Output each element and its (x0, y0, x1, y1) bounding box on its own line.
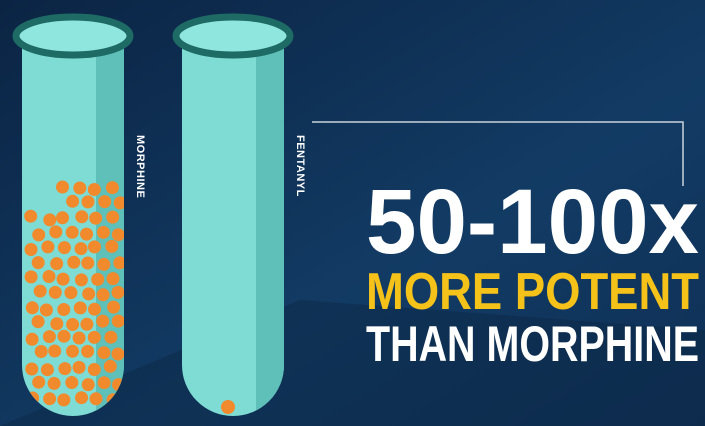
headline-line: THAN MORPHINE (366, 316, 699, 372)
pill (72, 360, 86, 374)
headline-line: MORE POTENT (366, 263, 699, 321)
pill (81, 378, 95, 392)
pill (75, 391, 88, 405)
pill (65, 225, 79, 239)
test-tube-left (12, 13, 134, 416)
pill (111, 285, 124, 299)
pill (42, 270, 56, 283)
pill (74, 242, 88, 256)
pill (89, 392, 103, 406)
test-tube-right (172, 13, 294, 416)
pill (40, 363, 54, 377)
pill (107, 300, 121, 314)
pill (81, 195, 95, 209)
pill (33, 284, 47, 298)
pill (73, 181, 87, 195)
pill (34, 345, 48, 358)
pill (81, 256, 95, 270)
pill (43, 213, 57, 227)
pill (47, 376, 61, 390)
pill (87, 363, 101, 376)
pill (24, 209, 38, 223)
pill (96, 314, 110, 328)
connector-line (312, 121, 684, 186)
pill (96, 225, 110, 239)
pill (31, 315, 45, 329)
pill (41, 240, 55, 254)
pill (88, 240, 101, 254)
pill (97, 257, 111, 271)
tube-shade (256, 38, 284, 416)
pill (113, 256, 124, 270)
pill (57, 241, 71, 255)
pill (32, 375, 46, 389)
tube-rim (172, 13, 294, 59)
pill (57, 329, 71, 343)
pill (31, 256, 45, 270)
pill (48, 285, 62, 299)
pill (56, 211, 69, 225)
pill (56, 272, 70, 286)
pill (50, 317, 64, 331)
pill (106, 210, 120, 224)
pill (64, 286, 78, 300)
pill (87, 183, 101, 196)
pill (111, 314, 124, 328)
pill (111, 228, 124, 242)
pill (111, 347, 124, 361)
pill (80, 317, 94, 331)
pill (32, 228, 46, 242)
pills (24, 180, 124, 407)
pill (97, 346, 111, 360)
pill (104, 330, 118, 344)
pill (24, 243, 38, 256)
pill (106, 272, 120, 286)
pill (72, 331, 86, 345)
pill (80, 227, 94, 241)
pill (48, 344, 62, 358)
tube-rim (12, 13, 134, 59)
pill (82, 287, 96, 301)
pill (42, 330, 56, 344)
pill (75, 210, 89, 224)
pill (66, 318, 80, 331)
pill (97, 376, 111, 390)
pill (105, 239, 119, 253)
pill (58, 362, 72, 376)
pill (43, 392, 57, 406)
pill (66, 344, 79, 358)
pill (113, 196, 124, 210)
pill (98, 195, 112, 209)
pill (49, 225, 63, 239)
pill (56, 180, 69, 194)
pill (81, 344, 95, 358)
pill (103, 359, 117, 373)
pill (88, 302, 101, 316)
pill (105, 181, 119, 195)
pill (57, 393, 71, 407)
pill (25, 362, 39, 376)
pill (67, 255, 81, 269)
shadow (0, 300, 705, 426)
pill (50, 257, 64, 271)
pill (66, 194, 80, 208)
pill (25, 332, 39, 346)
pill (57, 303, 71, 316)
pill (39, 303, 53, 317)
headline-figure: 50-100x (366, 171, 699, 273)
pill (96, 288, 110, 302)
pill (87, 330, 101, 344)
tube-label: FENTANYL (294, 135, 306, 197)
pill (89, 211, 103, 225)
pill (65, 376, 79, 389)
pill (73, 301, 87, 315)
pill (24, 270, 38, 284)
pill (221, 400, 235, 414)
pill (91, 272, 105, 286)
pill (25, 301, 39, 315)
pill (74, 273, 88, 287)
tube-label: MORPHINE (134, 135, 146, 198)
